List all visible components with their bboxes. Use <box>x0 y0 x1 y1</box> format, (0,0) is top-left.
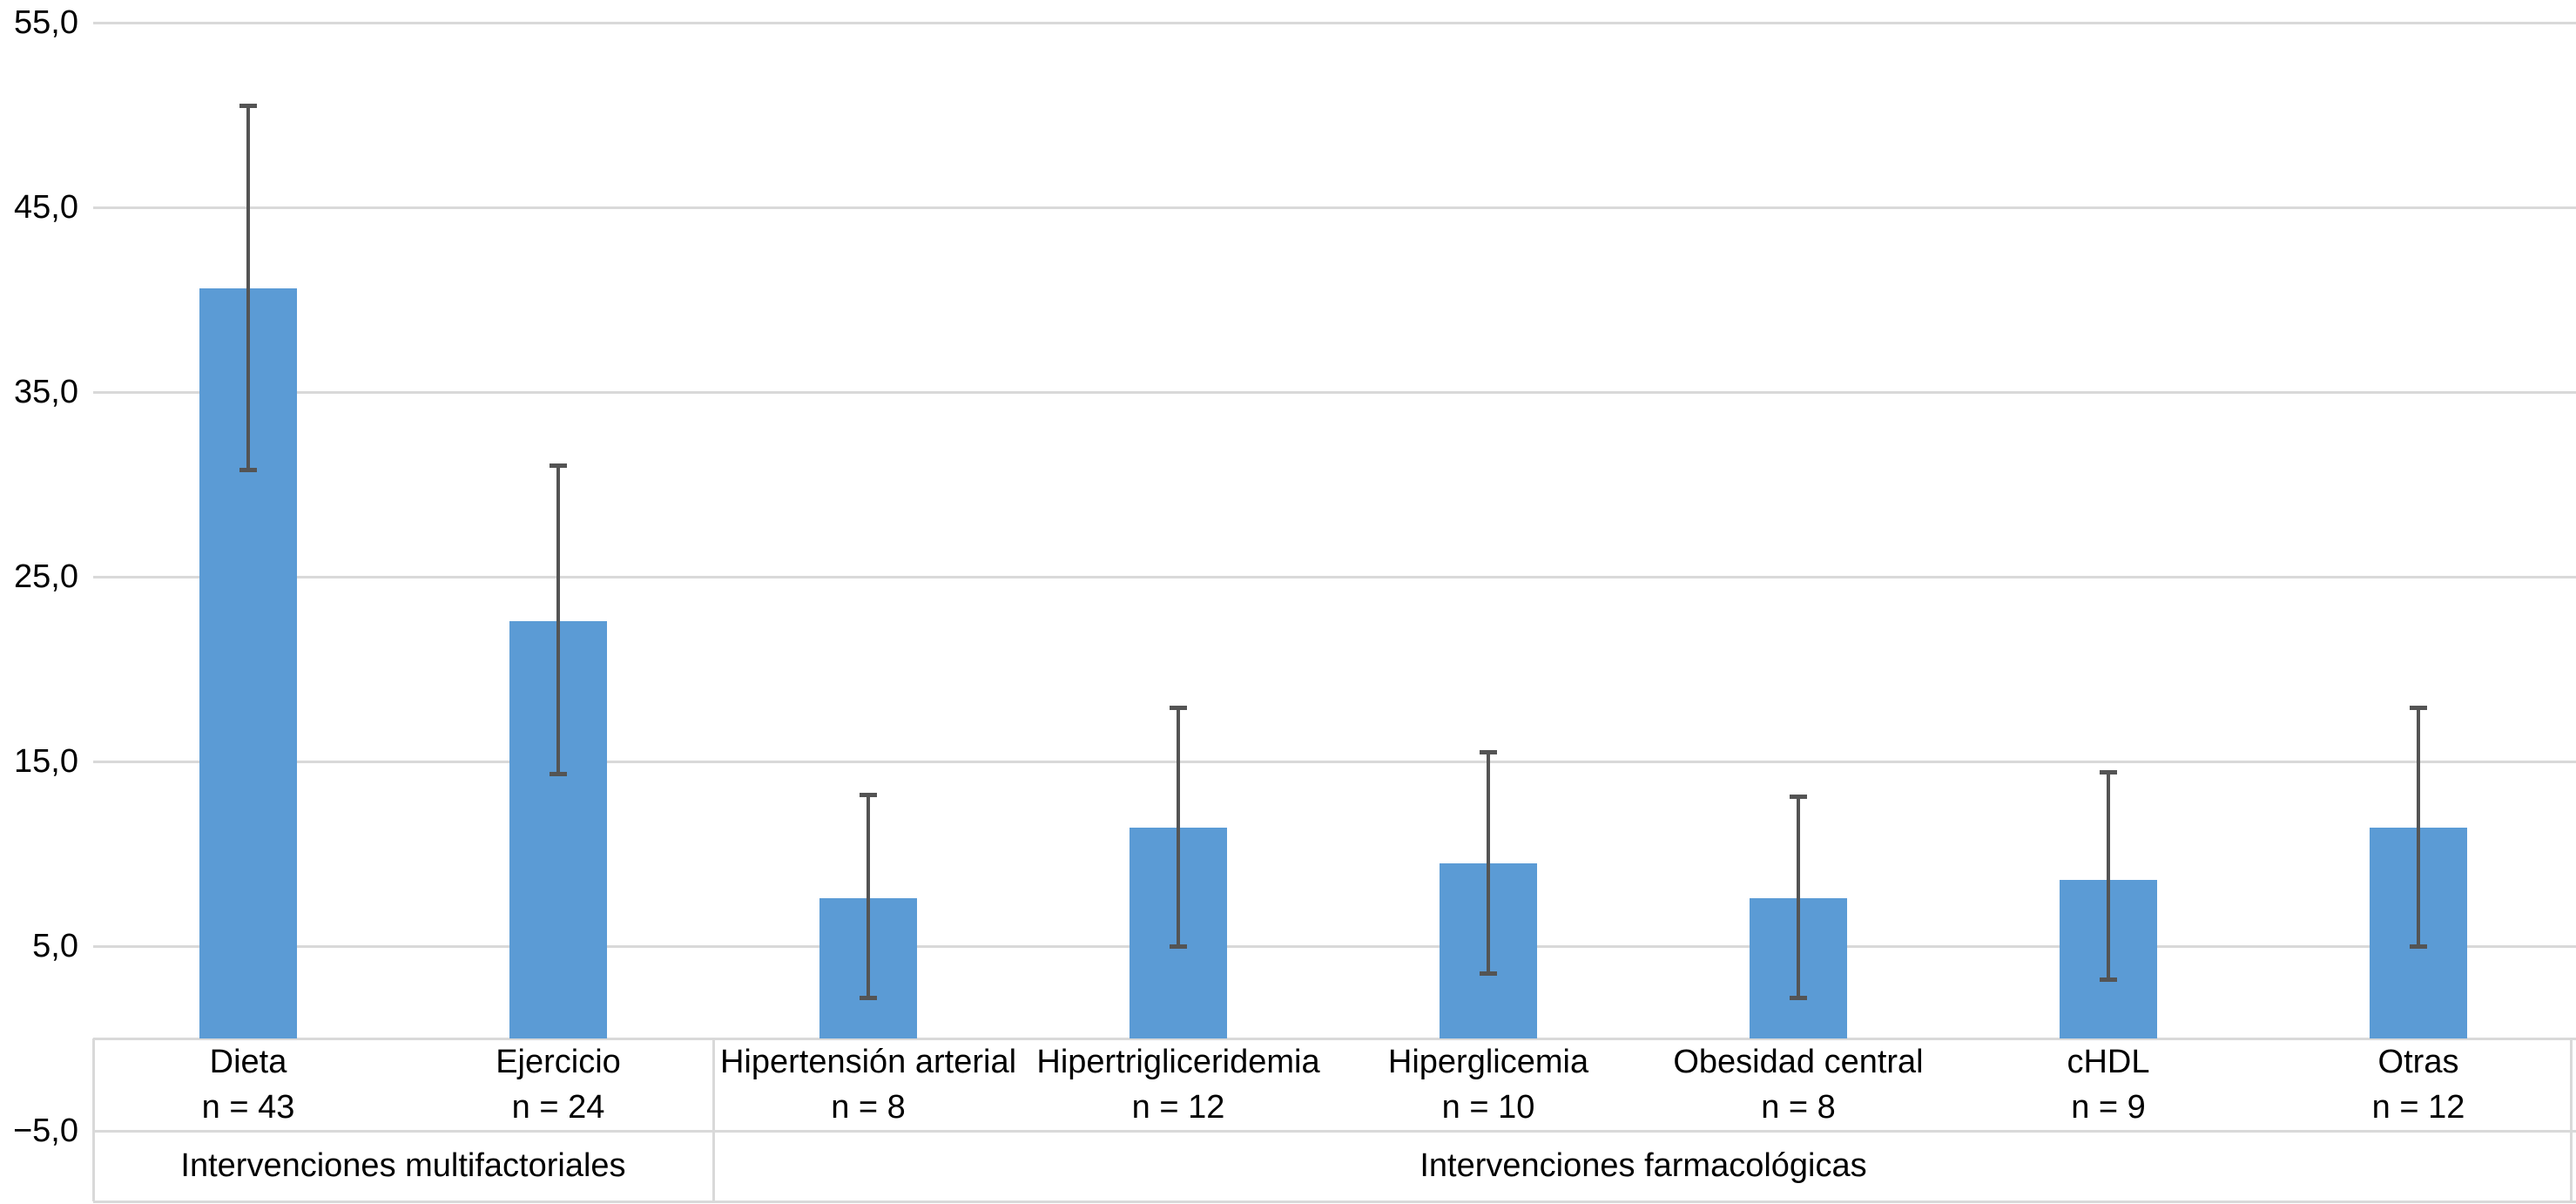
error-cap-top-dieta <box>239 103 257 108</box>
error-bar-hipertrigliceridemia <box>1177 707 1180 946</box>
error-cap-top-otras <box>2410 706 2427 711</box>
category-label-ejercicio: Ejercicio n = 24 <box>403 1038 713 1131</box>
x-axis-line <box>93 1037 2576 1040</box>
category-label-hiperglicemia: Hiperglicemia n = 10 <box>1333 1038 1643 1131</box>
y-axis-tick-label: 55,0 <box>14 4 78 41</box>
category-name: Otras <box>2377 1044 2459 1080</box>
gridline <box>93 390 2576 394</box>
group-label-farmacologicas: Intervenciones farmacológicas <box>1419 1147 1867 1184</box>
y-axis-tick-label: 25,0 <box>14 558 78 595</box>
error-bar-obesidad-central <box>1797 796 1800 998</box>
category-n-count: n = 12 <box>1131 1089 1225 1126</box>
category-name: Dieta <box>209 1044 287 1080</box>
y-axis-tick-label: −5,0 <box>12 1113 78 1149</box>
category-n-count: n = 8 <box>1761 1089 1836 1126</box>
category-name: Ejercicio <box>496 1044 621 1080</box>
error-cap-bottom-dieta <box>239 467 257 472</box>
gridline <box>93 206 2576 209</box>
gridline <box>93 1129 2576 1133</box>
error-cap-top-hiperglicemia <box>1480 749 1497 754</box>
category-band-divider <box>2569 1038 2573 1201</box>
category-name: Obesidad central <box>1673 1044 1924 1080</box>
error-bar-ejercicio <box>556 465 560 774</box>
category-label-chdl: cHDL n = 9 <box>1953 1038 2263 1131</box>
gridline <box>93 944 2576 948</box>
category-label-otras: Otras n = 12 <box>2263 1038 2573 1131</box>
category-label-hipertension-arterial: Hipertensión arterial n = 8 <box>713 1038 1023 1131</box>
category-n-count: n = 43 <box>201 1089 295 1126</box>
y-axis-tick-label: 35,0 <box>14 374 78 410</box>
error-bar-hiperglicemia <box>1487 752 1490 974</box>
category-label-hipertrigliceridemia: Hipertrigliceridemia n = 12 <box>1023 1038 1333 1131</box>
error-bar-chdl <box>2107 772 2110 980</box>
category-n-count: n = 8 <box>831 1089 906 1126</box>
error-bar-hipertension-arterial <box>867 795 870 998</box>
category-n-count: n = 24 <box>511 1089 605 1126</box>
category-n-count: n = 9 <box>2071 1089 2146 1126</box>
category-name: Hiperglicemia <box>1387 1044 1589 1080</box>
error-cap-bottom-ejercicio <box>550 772 567 777</box>
error-cap-bottom-obesidad-central <box>1790 995 1807 1000</box>
error-cap-bottom-otras <box>2410 944 2427 949</box>
error-cap-top-ejercicio <box>550 463 567 469</box>
y-axis-tick-label: 15,0 <box>14 743 78 780</box>
gridline <box>93 21 2576 24</box>
y-axis-tick-label: 45,0 <box>14 189 78 226</box>
error-bar-dieta <box>246 105 250 470</box>
error-cap-bottom-hiperglicemia <box>1480 971 1497 977</box>
error-cap-top-hipertrigliceridemia <box>1170 706 1187 711</box>
category-band-divider <box>711 1038 715 1201</box>
category-name: cHDL <box>2067 1044 2150 1080</box>
category-n-count: n = 12 <box>2371 1089 2465 1126</box>
category-label-obesidad-central: Obesidad central n = 8 <box>1643 1038 1953 1131</box>
error-cap-bottom-chdl <box>2100 977 2117 982</box>
category-name: Hipertensión arterial <box>719 1044 1017 1080</box>
y-axis-tick-label: 5,0 <box>32 928 78 964</box>
error-cap-top-obesidad-central <box>1790 794 1807 799</box>
category-label-dieta: Dieta n = 43 <box>93 1038 403 1131</box>
category-name: Hipertrigliceridemia <box>1036 1044 1320 1080</box>
category-band-divider <box>91 1038 95 1201</box>
category-n-count: n = 10 <box>1441 1089 1535 1126</box>
gridline <box>93 575 2576 578</box>
error-cap-bottom-hipertension-arterial <box>860 995 877 1000</box>
error-cap-top-chdl <box>2100 770 2117 775</box>
group-label-multifactoriales: Intervenciones multifactoriales <box>180 1147 626 1184</box>
error-cap-bottom-hipertrigliceridemia <box>1170 944 1187 949</box>
error-cap-top-hipertension-arterial <box>860 792 877 797</box>
category-band-bottom-border <box>93 1200 2576 1203</box>
error-bar-otras <box>2417 707 2420 946</box>
gridline <box>93 760 2576 763</box>
